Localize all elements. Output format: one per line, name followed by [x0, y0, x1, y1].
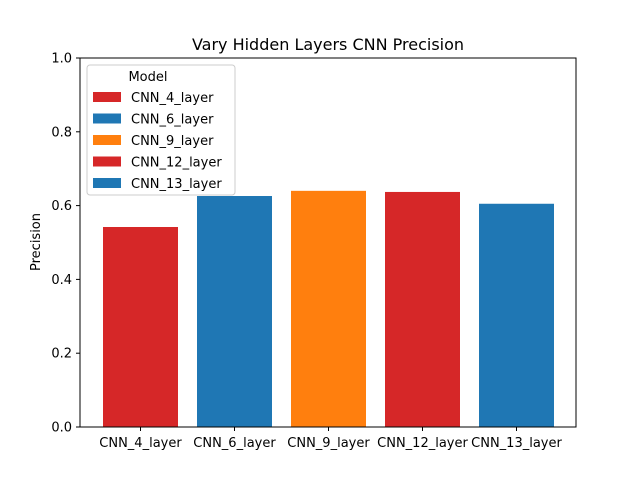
legend-label: CNN_13_layer [131, 177, 222, 192]
legend-label: CNN_12_layer [131, 156, 222, 171]
y-tick-label: 0.8 [51, 125, 72, 140]
x-tick-label: CNN_13_layer [471, 436, 562, 451]
legend-label: CNN_6_layer [131, 113, 214, 128]
y-axis-label: Precision [29, 213, 44, 271]
bar-cnn-6-layer [197, 196, 272, 427]
legend-swatch [93, 135, 121, 145]
chart-title: Vary Hidden Layers CNN Precision [192, 35, 464, 54]
bar-cnn-12-layer [385, 191, 460, 427]
legend-swatch [93, 178, 121, 188]
legend: Model CNN_4_layer CNN_6_layer CNN_9_layer CN… [86, 64, 236, 196]
x-tick-label: CNN_9_layer [287, 436, 370, 451]
bar-cnn-13-layer [479, 203, 554, 427]
plot-area [103, 190, 554, 427]
y-tick-label: 0.0 [51, 421, 72, 436]
legend-swatch [93, 156, 121, 167]
y-tick-label: 0.6 [51, 199, 72, 214]
axes-frame [79, 57, 577, 428]
y-tick-label: 0.4 [51, 273, 72, 288]
legend-box [86, 64, 236, 196]
x-tick-label: CNN_6_layer [193, 436, 276, 451]
legend-label: CNN_4_layer [131, 91, 214, 106]
y-tick-label: 0.2 [51, 347, 72, 362]
x-tick-label: CNN_12_layer [377, 436, 468, 451]
x-tick-label: CNN_4_layer [99, 436, 182, 451]
legend-title: Model [128, 70, 167, 85]
bar-cnn-9-layer [291, 190, 366, 427]
y-tick-label: 1.0 [51, 52, 72, 67]
axes: CNN_4_layer CNN_6_layer CNN_9_layer CNN_12_… [51, 52, 577, 451]
legend-swatch [93, 113, 121, 124]
legend-swatch [93, 92, 121, 102]
legend-label: CNN_9_layer [131, 134, 214, 149]
bar-cnn-4-layer [103, 227, 178, 427]
